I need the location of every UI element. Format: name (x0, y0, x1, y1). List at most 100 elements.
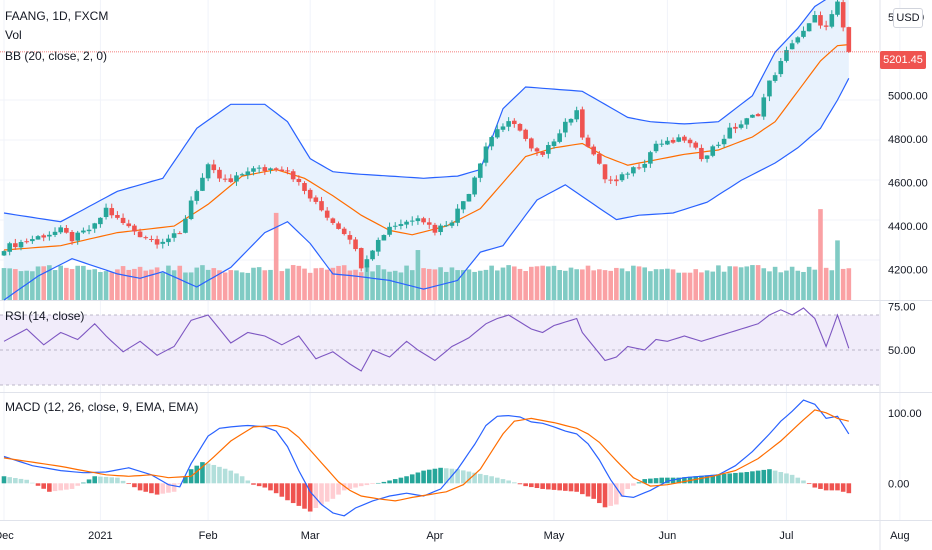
macd-histogram-bar (529, 483, 534, 488)
candle-body (642, 163, 648, 168)
macd-histogram-bar (642, 479, 648, 484)
macd-histogram-bar (704, 475, 710, 484)
candle-body (529, 138, 534, 149)
candle-body (755, 114, 761, 117)
volume-bar (738, 267, 744, 300)
volume-bar (483, 269, 489, 300)
volume-bar (47, 265, 52, 300)
macd-histogram-bar (534, 483, 540, 489)
candle-body (602, 164, 608, 180)
macd-histogram-bar (256, 483, 262, 487)
candle-body (256, 167, 262, 169)
volume-bar (256, 267, 262, 300)
volume-bar (13, 269, 18, 300)
candle-body (415, 218, 421, 222)
macd-histogram-bar (245, 480, 251, 484)
volume-bar (324, 269, 330, 300)
candle-body (200, 177, 205, 191)
macd-histogram-bar (619, 483, 625, 497)
candle-body (1, 251, 7, 256)
volume-bar (132, 268, 137, 300)
volume-bar (676, 272, 682, 300)
volume-bar (35, 266, 41, 300)
macd-histogram-bar (846, 483, 852, 494)
volume-bar (529, 266, 534, 300)
legend-macd[interactable]: MACD (12, 26, close, 9, EMA, EMA) (5, 400, 199, 414)
candle-body (591, 146, 596, 155)
macd-histogram-bar (801, 480, 806, 484)
volume-bar (24, 270, 29, 300)
volume-bar (772, 266, 778, 300)
volume-bar (806, 266, 812, 300)
volume-bar (840, 268, 846, 300)
volume-bar (194, 267, 200, 300)
volume-bar (234, 270, 239, 300)
legend-symbol[interactable]: FAANG, 1D, FXCM (5, 9, 109, 23)
volume-bar (642, 267, 648, 300)
volume-bar (665, 268, 670, 300)
macd-histogram-bar (460, 470, 466, 484)
volume-bar (580, 269, 585, 300)
macd-histogram-bar (438, 467, 443, 484)
macd-histogram-bar (154, 483, 160, 495)
time-axis-label: May (544, 530, 565, 542)
candle-body (154, 239, 160, 245)
volume-bar (574, 269, 579, 300)
candle-body (540, 151, 545, 155)
volume-bar (512, 266, 517, 300)
volume-bar (846, 268, 852, 300)
candle-body (472, 177, 477, 195)
candle-body (455, 208, 460, 223)
candle-body (7, 243, 12, 252)
macd-histogram-bar (840, 483, 846, 492)
macd-histogram-bar (432, 468, 438, 484)
candle-body (500, 126, 506, 130)
candle-body (194, 191, 200, 201)
candle-body (273, 168, 279, 170)
volume-bar (166, 265, 171, 300)
volume-bar (767, 271, 772, 300)
volume-bar (69, 269, 75, 300)
macd-histogram-bar (818, 483, 823, 489)
volume-bar (784, 270, 789, 300)
candle-body (840, 2, 846, 28)
volume-bar (818, 209, 823, 300)
volume-bar (75, 265, 81, 300)
macd-histogram-bar (234, 473, 239, 484)
volume-bar (546, 266, 551, 300)
candle-body (784, 50, 789, 61)
legend-bollinger-bands[interactable]: BB (20, close, 2, 0) (5, 49, 108, 63)
macd-histogram-bar (35, 483, 41, 486)
macd-histogram-bar (676, 477, 682, 484)
candle-body (120, 217, 126, 224)
candle-body (494, 129, 500, 138)
candle-body (772, 75, 778, 81)
price-axis-label: 4200.00 (888, 265, 928, 277)
bollinger-lower-line (3, 78, 850, 301)
macd-histogram-bar (585, 483, 591, 497)
macd-histogram-bar (551, 483, 557, 490)
candle-body (24, 241, 29, 243)
volume-bar (86, 269, 92, 300)
candle-body (778, 61, 784, 75)
candle-body (290, 171, 296, 180)
legend-volume[interactable]: Vol (5, 28, 22, 42)
volume-bar (143, 270, 149, 300)
candle-body (523, 129, 528, 139)
macd-histogram-bar (200, 462, 205, 484)
macd-histogram-bar (682, 477, 687, 484)
macd-histogram-bar (336, 483, 341, 495)
currency-button[interactable]: USD (893, 8, 923, 28)
volume-bar (1, 268, 7, 300)
legend-rsi[interactable]: RSI (14, close) (5, 309, 85, 323)
candle-body (234, 175, 239, 182)
volume-bar (381, 269, 387, 300)
macd-histogram-bar (75, 483, 81, 486)
macd-histogram-bar (13, 478, 18, 484)
volume-bar (58, 265, 63, 300)
macd-histogram-bar (716, 474, 721, 484)
macd-histogram-bar (120, 480, 126, 484)
price-axis-label: 4600.00 (888, 178, 928, 190)
